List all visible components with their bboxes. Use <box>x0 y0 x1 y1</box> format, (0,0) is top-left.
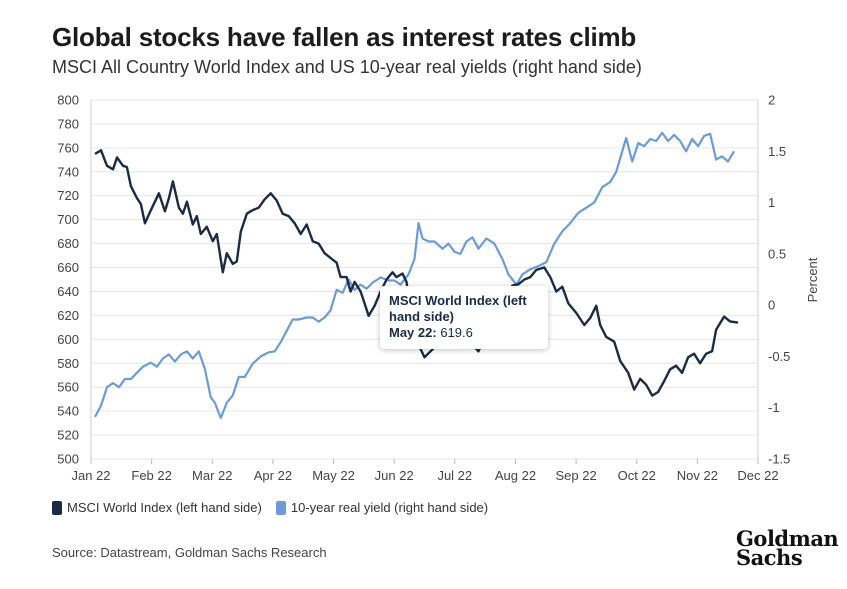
left-tick-label: 680 <box>57 236 79 251</box>
logo-line-2: Sachs <box>736 545 803 570</box>
x-tick-label: Mar 22 <box>192 468 232 483</box>
x-tick-label: Apr 22 <box>254 468 292 483</box>
right-tick-label: 0.5 <box>768 246 786 261</box>
hover-tooltip: MSCI World Index (left hand side) May 22… <box>380 286 548 349</box>
x-tick-label: Jul 22 <box>437 468 472 483</box>
legend-label-msci: MSCI World Index (left hand side) <box>67 500 262 515</box>
x-tick-label: Jan 22 <box>71 468 110 483</box>
goldman-sachs-logo: Goldman Sachs <box>736 526 839 570</box>
left-tick-label: 500 <box>57 452 79 467</box>
left-tick-label: 720 <box>57 188 79 203</box>
left-axis-ticks: 500 520 540 560 580 600 620 640 660 680 700 720 740 7… <box>57 93 79 467</box>
left-tick-label: 800 <box>57 93 79 108</box>
source-note: Source: Datastream, Goldman Sachs Resear… <box>52 545 327 560</box>
left-tick-label: 660 <box>57 260 79 275</box>
left-tick-label: 580 <box>57 356 79 371</box>
left-tick-label: 520 <box>57 428 79 443</box>
right-axis-ticks: -1.5 -1 -0.5 0 0.5 1 1.5 2 <box>768 93 790 467</box>
right-tick-label: 2 <box>768 93 775 108</box>
legend-item-msci[interactable]: MSCI World Index (left hand side) <box>52 500 262 515</box>
right-tick-label: -0.5 <box>768 349 790 364</box>
right-tick-label: 1 <box>768 195 775 210</box>
logo-line-1: Goldman <box>736 526 839 551</box>
left-tick-label: 760 <box>57 140 79 155</box>
chart-legend: MSCI World Index (left hand side) 10-yea… <box>52 500 502 515</box>
left-tick-label: 620 <box>57 308 79 323</box>
left-tick-label: 540 <box>57 404 79 419</box>
legend-label-yield: 10-year real yield (right hand side) <box>290 500 489 515</box>
x-axis-ticks: Jan 22 Feb 22 Mar 22 Apr 22 May 22 Jun 22 Jul … <box>71 459 779 483</box>
x-tick-label: Dec 22 <box>737 468 778 483</box>
right-axis-label: Percent <box>805 257 820 302</box>
x-tick-label: Nov 22 <box>677 468 718 483</box>
left-tick-label: 700 <box>57 212 79 227</box>
right-tick-label: 1.5 <box>768 144 786 159</box>
left-tick-label: 780 <box>57 116 79 131</box>
x-tick-label: Jun 22 <box>375 468 414 483</box>
left-tick-label: 560 <box>57 380 79 395</box>
tooltip-value: 619.6 <box>440 325 473 340</box>
right-tick-label: -1 <box>768 400 780 415</box>
x-tick-label: Sep 22 <box>555 468 596 483</box>
right-tick-label: -1.5 <box>768 452 790 467</box>
left-tick-label: 740 <box>57 164 79 179</box>
chart-title: Global stocks have fallen as interest ra… <box>52 22 637 52</box>
x-tick-label: Aug 22 <box>495 468 536 483</box>
gridlines <box>90 99 759 460</box>
x-tick-label: Oct 22 <box>618 468 656 483</box>
x-tick-label: May 22 <box>312 468 355 483</box>
tooltip-series-name: MSCI World Index (left hand side) <box>389 293 527 324</box>
series-line-msci-world-index[interactable] <box>94 149 739 397</box>
left-tick-label: 640 <box>57 284 79 299</box>
series-line-real-yield[interactable] <box>94 131 735 420</box>
right-tick-label: 0 <box>768 298 775 313</box>
chart-subtitle: MSCI All Country World Index and US 10-y… <box>52 57 642 77</box>
legend-swatch-yield <box>275 500 286 515</box>
tooltip-date: May 22: <box>389 325 437 340</box>
legend-swatch-msci <box>52 500 62 515</box>
x-tick-label: Feb 22 <box>131 468 171 483</box>
left-tick-label: 600 <box>57 332 79 347</box>
legend-item-yield[interactable]: 10-year real yield (right hand side) <box>275 500 489 515</box>
